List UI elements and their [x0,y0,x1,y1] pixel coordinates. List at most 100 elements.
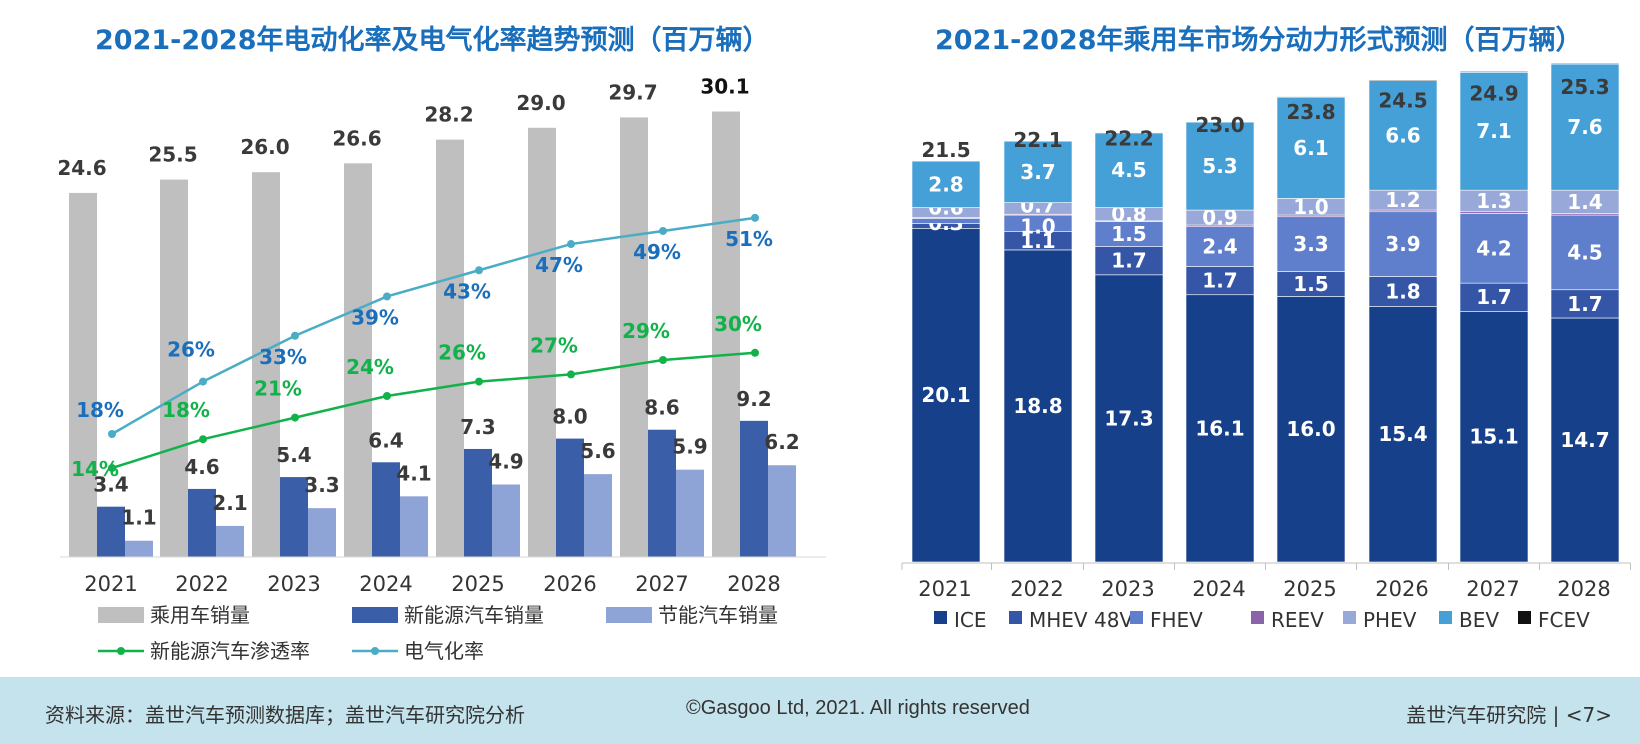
segment-label-bev-2023: 4.5 [1111,158,1146,182]
segment-ice-2022 [1003,249,1073,563]
left-legend-label-4: 电气化率 [404,639,484,663]
left-chart-title: 2021-2028年电动化率及电气化率趋势预测（百万辆） [95,25,770,56]
right-legend-label-mhev-48v: MHEV 48V [1029,608,1133,632]
left-x-tick-2021: 2021 [84,572,137,596]
segment-label-mhev-48v-2024: 1.7 [1202,269,1237,293]
right-x-tick-2027: 2027 [1466,577,1519,601]
total-label-2022: 22.1 [1013,128,1062,152]
segment-label-bev-2024: 5.3 [1202,154,1237,178]
right-legend-swatch-bev [1439,611,1452,624]
segment-label-ice-2023: 17.3 [1104,406,1153,430]
segment-fhev-2028 [1550,214,1620,291]
segment-label-ice-2028: 14.7 [1560,428,1609,452]
segment-mhev-48v-2024 [1185,266,1255,296]
right-legend-label-fcev: FCEV [1538,608,1590,632]
elec-rate-label-2026: 47% [535,253,583,277]
left-legend-label-0: 乘用车销量 [150,603,250,627]
left-legend-marker-4 [371,647,379,655]
right-x-tick-2021: 2021 [918,577,971,601]
left-x-tick-2025: 2025 [451,572,504,596]
nev-rate-label-2024: 24% [346,355,394,379]
elec-rate-point-2026 [567,240,575,249]
passenger-value-2024: 26.6 [332,126,381,150]
right-x-tick-2024: 2024 [1192,577,1245,601]
segment-label-ice-2025: 16.0 [1286,417,1335,441]
nev-value-2022: 4.6 [184,455,219,479]
segment-label-fhev-2025: 3.3 [1293,232,1328,256]
elec-rate-point-2025 [475,266,483,275]
segment-label-ice-2021: 20.1 [921,383,970,407]
es-value-2023: 3.3 [304,473,339,497]
segment-label-phev-2026: 1.2 [1385,188,1420,212]
segment-mhev-48v-2027 [1459,282,1529,312]
left-legend-label-1: 新能源汽车销量 [404,603,544,627]
es-bar-2025 [492,484,520,557]
segment-label-bev-2027: 7.1 [1476,119,1511,143]
nev-rate-line [111,351,756,470]
segment-label-fhev-2024: 2.4 [1202,235,1237,259]
right-legend-label-bev: BEV [1459,608,1499,632]
passenger-bar-2021 [69,192,97,558]
es-bar-2026 [584,474,612,557]
left-legend-swatch-1 [352,607,398,623]
segment-fcev-2028 [1550,62,1620,65]
es-bar-2022 [216,525,244,557]
passenger-value-2022: 25.5 [148,143,197,167]
segment-fhev-2027 [1459,213,1529,284]
nev-rate-point-2023 [291,413,299,422]
segment-label-bev-2026: 6.6 [1385,123,1420,147]
right-legend-label-phev: PHEV [1363,608,1417,632]
es-bar-2024 [400,496,428,557]
elec-rate-label-2025: 43% [443,279,491,303]
segment-ice-2021 [911,228,981,563]
segment-label-ice-2022: 18.8 [1013,394,1062,418]
footer-brand: 盖世汽车研究院 | <7> [1406,703,1612,727]
nev-value-2024: 6.4 [368,428,403,452]
left-legend-label-3: 新能源汽车渗透率 [150,639,310,663]
right-legend-label-fhev: FHEV [1150,608,1203,632]
nev-rate-point-2027 [659,356,667,364]
es-value-2028: 6.2 [764,430,799,454]
nev-bar-2027 [648,429,676,557]
passenger-bar-2025 [436,139,464,557]
passenger-value-2026: 29.0 [516,91,565,115]
nev-rate-point-2028 [751,348,759,357]
right-x-tick-2028: 2028 [1557,577,1610,601]
nev-bar-2022 [188,488,216,557]
nev-rate-label-2023: 21% [254,377,302,401]
total-label-2023: 22.2 [1104,126,1153,150]
nev-rate-point-2021 [108,464,116,472]
segment-label-mhev-48v-2025: 1.5 [1293,272,1328,296]
segment-bev-2022 [1003,140,1073,203]
segment-label-mhev-48v-2022: 1.1 [1020,229,1055,253]
segment-mhev-48v-2023 [1094,246,1164,276]
segment-bev-2028 [1550,63,1620,191]
elec-rate-label-2027: 49% [633,240,681,264]
passenger-bar-2022 [160,179,188,557]
elec-rate-label-2024: 39% [351,305,399,329]
nev-rate-label-2022: 18% [162,398,210,422]
right-x-tick-2022: 2022 [1010,577,1063,601]
left-x-tick-2024: 2024 [359,572,412,596]
es-bar-2028 [768,465,796,557]
es-value-2025: 4.9 [488,449,523,473]
right-legend-swatch-fcev [1518,611,1531,624]
nev-rate-point-2025 [475,377,483,386]
es-value-2021: 1.1 [121,506,156,530]
left-x-tick-2022: 2022 [175,572,228,596]
total-label-2021: 21.5 [921,138,970,162]
elec-rate-label-2028: 51% [725,227,773,251]
segment-bev-2025 [1276,96,1346,199]
segment-label-phev-2028: 1.4 [1567,190,1602,214]
footer-copyright: ©Gasgoo Ltd, 2021. All rights reserved [686,697,1030,719]
es-bar-2027 [676,469,704,557]
nev-bar-2028 [740,420,768,557]
nev-bar-2023 [280,477,308,557]
right-x-tick-2023: 2023 [1101,577,1154,601]
right-legend-swatch-ice [934,611,947,624]
segment-label-mhev-48v-2026: 1.8 [1385,279,1420,303]
segment-bev-2021 [911,160,981,208]
segment-fhev-2023 [1094,221,1164,247]
elec-rate-line [111,216,756,436]
passenger-bar-2023 [252,172,280,557]
